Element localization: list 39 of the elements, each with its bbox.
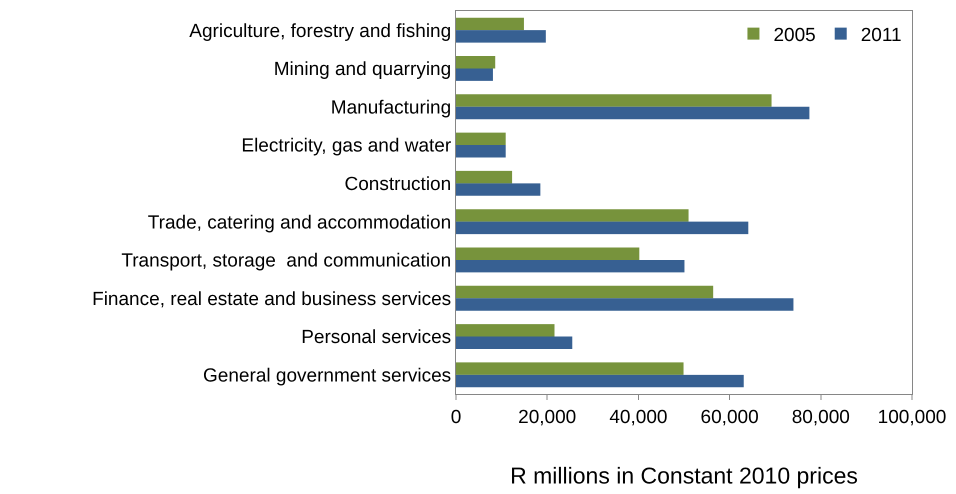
bar (456, 324, 554, 337)
bar (456, 298, 794, 311)
x-tick-label: 20,000 (518, 406, 576, 428)
bar (456, 260, 684, 272)
bar (456, 222, 748, 234)
bar (456, 362, 684, 375)
bar (456, 170, 512, 184)
legend-label: 2011 (860, 25, 902, 46)
bar (456, 336, 572, 349)
y-tick-label: Personal services (301, 327, 452, 348)
bar (456, 30, 546, 43)
y-tick-label: Transport, storage and communication (121, 250, 452, 272)
x-tick-label: 40,000 (609, 406, 668, 428)
bar (456, 209, 689, 222)
legend-label: 2005 (773, 25, 816, 46)
y-tick-label: Agriculture, forestry and fishing (189, 20, 452, 42)
bar (456, 94, 772, 107)
bar (456, 286, 714, 298)
bar (456, 248, 640, 260)
bar (456, 18, 524, 30)
bar (456, 68, 493, 81)
y-tick-label: Finance, real estate and business services (92, 288, 452, 310)
bar (456, 56, 496, 68)
x-tick-label: 60,000 (700, 406, 759, 428)
y-tick-label: Electricity, gas and water (241, 136, 452, 157)
y-tick-label: General government services (203, 366, 452, 386)
x-tick-label: 0 (450, 406, 462, 428)
bar (456, 106, 810, 120)
bar (456, 374, 744, 388)
y-tick-label: Manufacturing (330, 97, 452, 118)
x-tick-label: 100,000 (878, 406, 946, 428)
x-axis-title: R millions in Constant 2010 prices (510, 462, 858, 488)
y-tick-label: Mining and quarrying (274, 59, 452, 80)
y-tick-label: Construction (344, 174, 452, 195)
bar (456, 132, 506, 146)
y-tick-label: Trade, catering and accommodation (148, 212, 452, 234)
bar (456, 145, 506, 158)
x-tick-label: 80,000 (792, 406, 850, 428)
bar (456, 183, 540, 196)
